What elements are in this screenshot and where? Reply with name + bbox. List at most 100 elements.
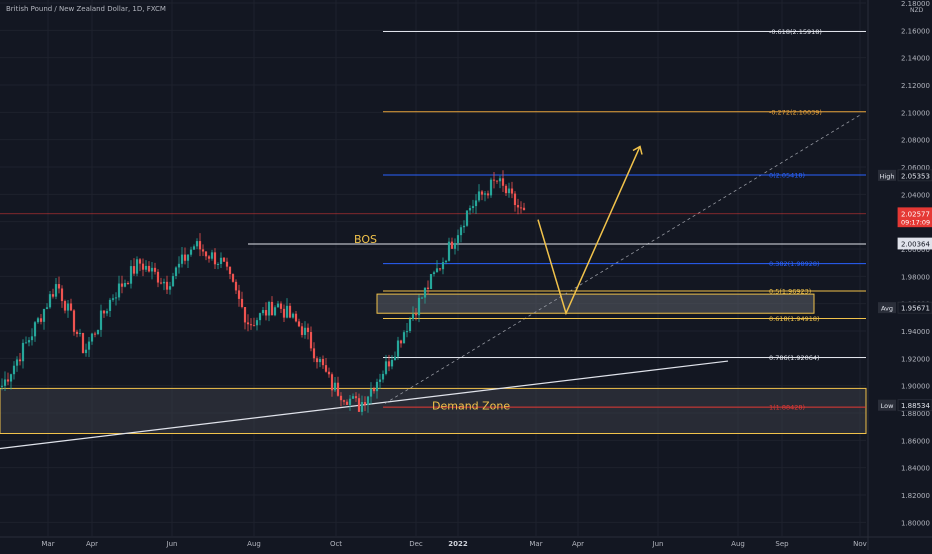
y-tick-label: 1.92000 <box>901 355 930 363</box>
candle-body <box>444 260 448 263</box>
candle-body <box>354 396 358 399</box>
candle-body <box>216 263 220 265</box>
candle-body <box>30 336 34 341</box>
candle-body <box>300 326 304 335</box>
candle-body <box>393 356 397 360</box>
candle-body <box>63 301 67 311</box>
candle-body <box>507 188 511 194</box>
candle-body <box>126 282 130 284</box>
candle-body <box>423 287 427 298</box>
candle-body <box>372 388 376 392</box>
candle-body <box>204 251 208 257</box>
candle-body <box>285 305 289 318</box>
projection-path <box>537 146 641 316</box>
candle-body <box>87 341 91 350</box>
candle-body <box>351 396 355 399</box>
candle-body <box>435 268 439 273</box>
fib-level-label: 1(1.88428) <box>769 404 805 412</box>
candle-body <box>237 290 241 299</box>
bos-label: BOS <box>354 233 377 246</box>
candle-body <box>162 281 166 284</box>
candle-body <box>324 365 328 372</box>
candle-body <box>303 327 307 335</box>
candle-body <box>396 340 400 357</box>
candle-body <box>153 267 157 272</box>
candle-body <box>18 359 22 362</box>
candle-body <box>27 340 31 343</box>
x-tick-label: Jun <box>652 540 664 548</box>
candle-body <box>450 241 454 249</box>
fib-level-label: 0.5(1.96923) <box>769 288 811 296</box>
candle-body <box>246 322 250 325</box>
candle-body <box>291 313 295 318</box>
candle-body <box>279 303 283 309</box>
price-axis-tag-value: 2.05353 <box>901 172 930 180</box>
candle-body <box>39 318 43 322</box>
x-tick-label: Mar <box>529 540 542 548</box>
candle-body <box>390 359 394 367</box>
candle-body <box>99 310 103 330</box>
y-tick-label: 1.84000 <box>901 465 930 473</box>
y-tick-label: 2.04000 <box>901 191 930 199</box>
candle-body <box>69 303 73 311</box>
candle-body <box>312 348 316 359</box>
candle-body <box>108 299 112 311</box>
y-tick-label: 2.16000 <box>901 27 930 35</box>
candle-body <box>210 252 214 259</box>
y-tick-label: 2.08000 <box>901 137 930 145</box>
candle-body <box>456 235 460 244</box>
y-tick-label: 1.80000 <box>901 519 930 527</box>
candle-body <box>309 332 313 349</box>
candle-body <box>24 342 28 344</box>
y-tick-label: 1.98000 <box>901 273 930 281</box>
x-tick-label: 2022 <box>448 540 468 548</box>
candle-body <box>366 396 370 405</box>
candle-body <box>297 321 301 327</box>
candle-body <box>267 301 271 316</box>
candle-body <box>273 307 277 316</box>
x-tick-label: Nov <box>853 540 867 548</box>
candle-body <box>180 254 184 264</box>
candle-body <box>252 325 256 327</box>
candle-body <box>417 297 421 316</box>
candle-body <box>480 191 484 195</box>
candle-body <box>288 305 292 318</box>
candle-body <box>195 241 199 247</box>
price-axis-tag-name: High <box>880 172 895 180</box>
candle-body <box>387 361 391 367</box>
candle-body <box>60 288 64 302</box>
x-tick-label: Sep <box>775 540 789 548</box>
candle-body <box>516 205 520 208</box>
price-axis-tag-name-bg <box>878 169 896 181</box>
candle-body <box>6 379 10 382</box>
price-axis-tag-name: Low <box>881 402 894 410</box>
candle-body <box>0 385 4 387</box>
candle-body <box>438 268 442 270</box>
y-tick-label: 2.14000 <box>901 55 930 63</box>
candle-body <box>105 310 109 314</box>
candle-body <box>3 379 7 386</box>
x-tick-label: Mar <box>41 540 54 548</box>
y-tick-label: 2.10000 <box>901 109 930 117</box>
price-axis-tag <box>897 301 932 314</box>
candle-body <box>120 283 124 287</box>
candle-body <box>81 333 85 354</box>
x-tick-label: Jun <box>166 540 178 548</box>
candle-body <box>492 179 496 181</box>
candle-body <box>240 298 244 308</box>
candle-body <box>225 261 229 267</box>
candle-body <box>339 395 343 401</box>
candle-body <box>429 274 433 289</box>
candle-body <box>243 307 247 323</box>
candle-body <box>342 400 346 402</box>
candle-body <box>102 310 106 314</box>
price-axis-tag-value: 1.88534 <box>901 402 930 410</box>
candle-body <box>36 318 40 323</box>
candle-body <box>12 365 16 375</box>
candle-body <box>177 263 181 268</box>
candle-body <box>141 263 145 270</box>
candle-body <box>117 283 121 298</box>
candle-body <box>465 210 469 226</box>
